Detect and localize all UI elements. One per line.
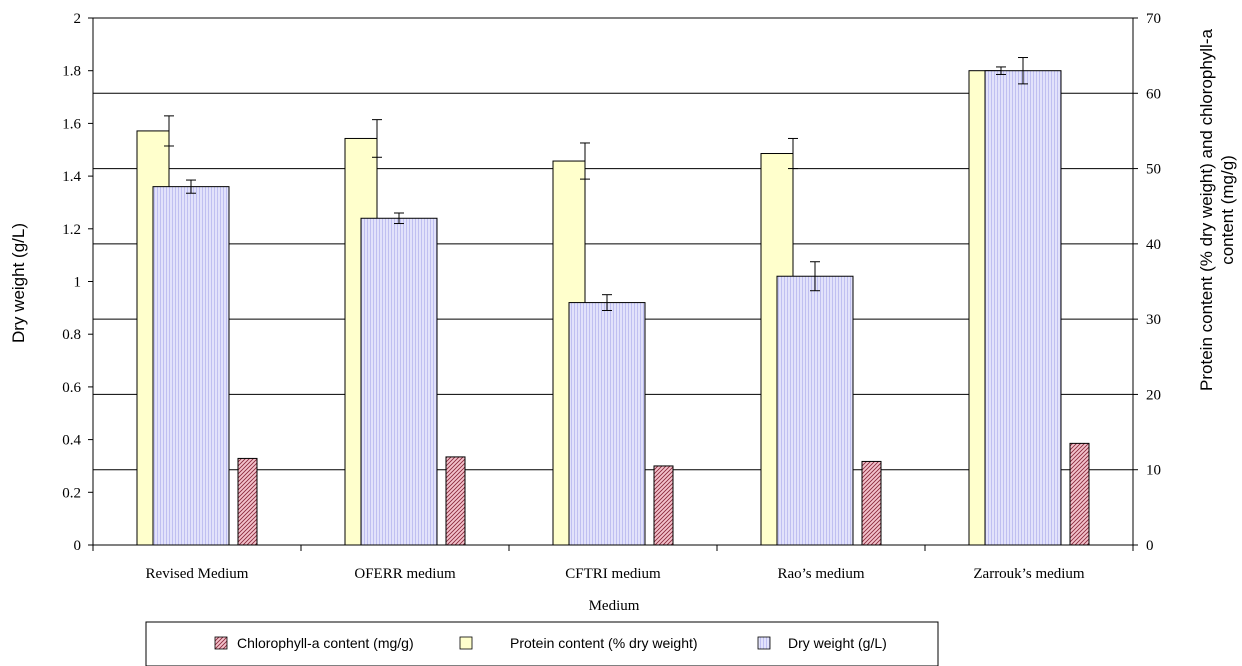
bar-chlorophyll xyxy=(861,460,882,546)
category-label: OFERR medium xyxy=(354,566,456,582)
x-axis-title: Medium xyxy=(589,598,640,614)
axes: Revised Medium OFERR medium CFTRI medium Ra… xyxy=(62,11,1161,582)
legend-swatch-chlorophyll xyxy=(214,636,228,650)
legend: Chlorophyll-a content (mg/g) Protein con… xyxy=(145,621,939,666)
y-tick-label: 1.8 xyxy=(62,64,81,80)
legend-swatch-protein xyxy=(459,636,473,650)
y-tick-label: 2 xyxy=(74,11,82,27)
legend-label-dryweight: Dry weight (g/L) xyxy=(788,635,887,651)
category-label: CFTRI medium xyxy=(565,566,661,582)
y2-tick-label: 10 xyxy=(1146,463,1161,479)
y-axis-title: Dry weight (g/L) xyxy=(9,223,28,343)
bar-dry-weight xyxy=(568,302,646,546)
bar-chlorophyll xyxy=(1069,442,1090,546)
y2-axis-title-line2: content (mg/g) xyxy=(1218,155,1237,265)
legend-box xyxy=(145,621,939,666)
y-tick-label: 0.8 xyxy=(62,327,81,343)
error-bars xyxy=(164,57,1028,311)
y2-tick-label: 50 xyxy=(1146,162,1161,178)
bar-dry-weight xyxy=(776,275,854,546)
y-tick-label: 1.2 xyxy=(62,222,81,238)
y-tick-label: 0.6 xyxy=(62,380,81,396)
y-tick-label: 1 xyxy=(74,275,82,291)
y2-tick-label: 70 xyxy=(1146,11,1161,27)
bar-dry-weight xyxy=(360,217,438,546)
y-tick-label: 0.2 xyxy=(62,485,81,501)
legend-label-protein: Protein content (% dry weight) xyxy=(510,635,698,651)
bar-dry-weight xyxy=(152,186,230,546)
bar-chlorophyll xyxy=(445,456,466,546)
y2-tick-label: 30 xyxy=(1146,312,1161,328)
y-tick-label: 0 xyxy=(74,538,82,554)
y2-tick-label: 40 xyxy=(1146,237,1161,253)
y2-tick-label: 20 xyxy=(1146,387,1161,403)
category-label: Zarrouk’s medium xyxy=(973,566,1085,582)
bar-chlorophyll xyxy=(653,465,674,546)
y-tick-label: 1.6 xyxy=(62,116,81,132)
y2-axis-title: Protein content (% dry weight) and chlor… xyxy=(1197,29,1216,391)
legend-swatch-dryweight xyxy=(757,636,771,650)
y-tick-label: 0.4 xyxy=(62,433,81,449)
category-label: Rao’s medium xyxy=(777,566,864,582)
bar-dry-weight xyxy=(984,70,1062,546)
category-label: Revised Medium xyxy=(146,566,249,582)
bars xyxy=(136,70,1090,546)
y-tick-label: 1.4 xyxy=(62,169,81,185)
y2-tick-label: 60 xyxy=(1146,86,1161,102)
legend-label-chlorophyll: Chlorophyll-a content (mg/g) xyxy=(237,635,414,651)
bar-chlorophyll xyxy=(237,457,258,546)
y2-tick-label: 0 xyxy=(1146,538,1154,554)
